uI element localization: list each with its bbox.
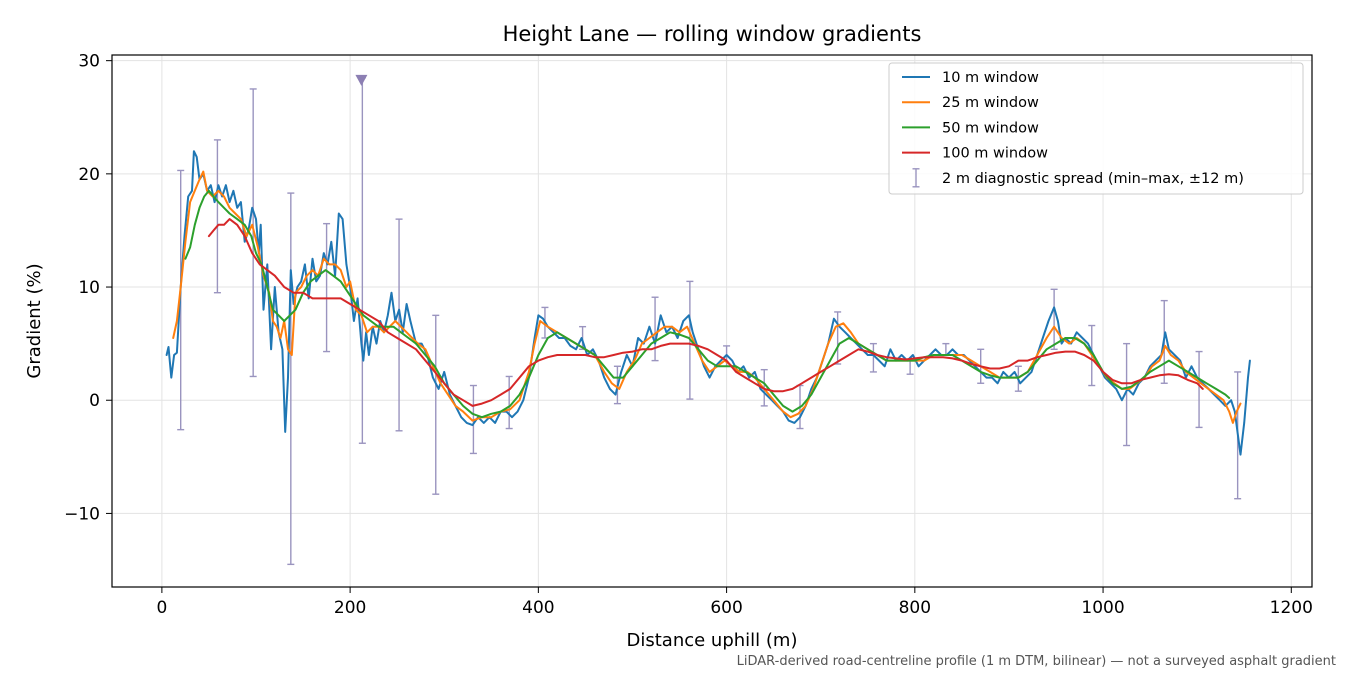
plot-frame (111, 54, 1313, 588)
series-line-4 (207, 218, 1204, 407)
x-tick-label: 400 (522, 598, 554, 618)
x-tick-label: 0 (156, 598, 167, 618)
x-tick-label: 800 (899, 598, 931, 618)
errorbar (287, 192, 295, 566)
y-tick-label: 20 (78, 165, 100, 185)
y-tick-label: 0 (89, 391, 100, 411)
legend-label: 100 m window (942, 146, 1048, 162)
errorbar (432, 314, 440, 495)
legend-label: 2 m diagnostic spread (min–max, ±12 m) (942, 171, 1244, 187)
errorbar (1123, 342, 1131, 447)
series-lines (165, 150, 1251, 456)
chart-title: Height Lane — rolling window gradients (503, 22, 922, 46)
series-line-3 (184, 189, 1231, 419)
y-tick-label: −10 (64, 504, 100, 524)
legend-label: 50 m window (942, 120, 1039, 136)
legend-label: 10 m window (942, 70, 1039, 86)
markers (355, 74, 368, 86)
x-tick-label: 1200 (1270, 598, 1313, 618)
x-tick-label: 600 (710, 598, 742, 618)
errorbar (651, 296, 659, 362)
errorbar (869, 342, 877, 373)
x-tick-label: 1000 (1081, 598, 1124, 618)
axis-ticks: 0 200 400 600 800 1000 1200 −10 0 10 20 30 (64, 52, 1313, 618)
y-tick-label: 10 (78, 278, 100, 298)
legend: 10 m window 25 m window 50 m window 100 m w… (888, 62, 1304, 195)
errorbar (1050, 288, 1058, 350)
y-tick-label: 30 (78, 52, 100, 72)
series-line-1 (165, 150, 1251, 456)
errorbar (213, 139, 221, 294)
errorbar (1195, 350, 1203, 429)
y-axis-label: Gradient (%) (24, 263, 45, 378)
x-axis-label: Distance uphill (m) (627, 630, 798, 651)
series-line-2 (172, 170, 1242, 424)
legend-label: 25 m window (942, 95, 1039, 111)
footnote: LiDAR-derived road-centreline profile (1… (737, 654, 1336, 669)
legend-box (888, 62, 1304, 195)
errorbar (505, 375, 513, 430)
x-tick-label: 200 (334, 598, 366, 618)
errorbar (323, 222, 331, 353)
marker-triangle (355, 74, 368, 86)
